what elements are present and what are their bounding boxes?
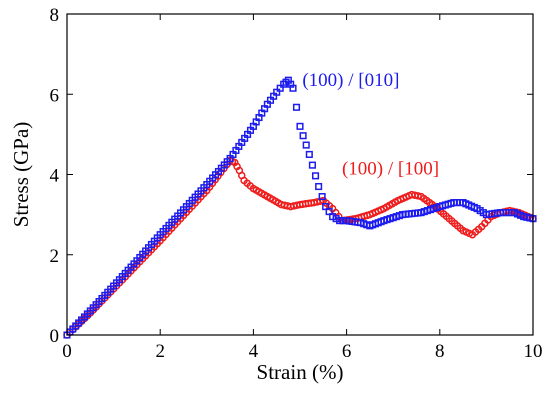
y-tick-label: 2: [50, 246, 60, 267]
data-point: [289, 84, 297, 92]
data-point: [296, 122, 304, 130]
y-axis-label: Stress (GPa): [9, 122, 33, 228]
x-tick-label: 2: [155, 341, 165, 362]
y-tick-label: 4: [50, 166, 60, 187]
data-point: [305, 150, 313, 158]
tick-layer: 0 2 4 6 8 10 0 2 4 6 8: [50, 5, 543, 362]
series-label-100-010: (100) / [010]: [302, 70, 399, 91]
data-point: [414, 192, 422, 200]
series-layer: [63, 76, 537, 339]
data-point: [308, 161, 316, 169]
data-point: [318, 193, 326, 201]
data-point: [311, 172, 320, 180]
data-point: [302, 141, 310, 149]
data-point: [316, 197, 324, 205]
x-axis-label: Strain (%): [257, 360, 344, 384]
x-tick-label: 6: [342, 341, 352, 362]
x-tick-label: 0: [62, 341, 72, 362]
y-tick-label: 8: [50, 5, 60, 26]
data-point: [299, 132, 307, 140]
y-tick-label: 6: [50, 85, 60, 106]
x-tick-label: 8: [435, 341, 445, 362]
x-tick-label: 10: [524, 341, 543, 362]
x-tick-label: 4: [249, 341, 259, 362]
data-point: [315, 182, 323, 191]
data-point: [292, 103, 301, 111]
y-tick-label: 0: [50, 326, 60, 347]
series-label-100-100: (100) / [100]: [342, 159, 439, 180]
